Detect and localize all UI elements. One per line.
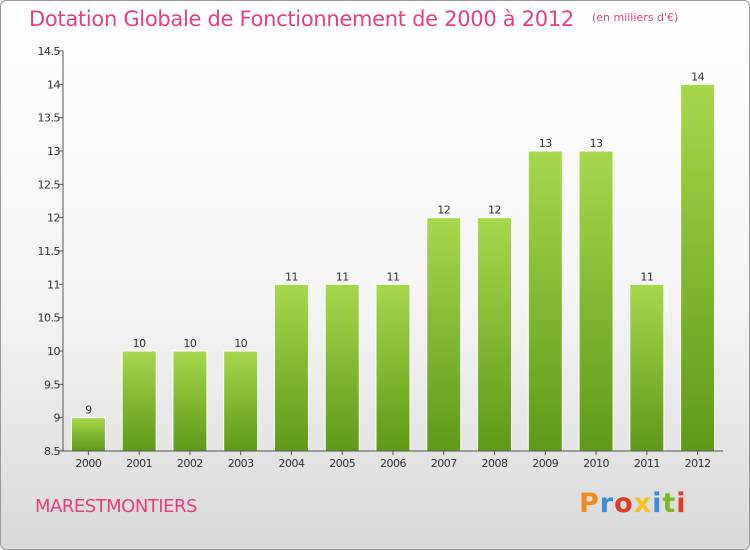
y-tick-label: 9 <box>54 412 61 425</box>
y-axis: 8.5 9 9.5 10 10.5 11 11.5 12 12.5 13 13.5 14 14.5 <box>38 45 64 458</box>
bar-2004 <box>273 283 309 452</box>
x-tick-label: 2003 <box>228 457 254 470</box>
x-tick-label: 2009 <box>532 457 558 470</box>
bar-value-label: 13 <box>590 137 603 150</box>
bar-value-label: 12 <box>437 204 450 217</box>
bar-value-label: 10 <box>183 337 196 350</box>
commune-name: MARESTMONTIERS <box>35 496 197 517</box>
bar-2002 <box>172 350 208 452</box>
bar-2011 <box>629 283 665 452</box>
logo-letter: x <box>633 488 653 519</box>
x-tick-label: 2002 <box>177 457 203 470</box>
y-tick-label: 11 <box>47 278 60 291</box>
logo-letter: i <box>652 488 663 519</box>
bar-value-label: 11 <box>640 270 653 283</box>
logo-letter: t <box>662 488 677 519</box>
bar-value-label: 12 <box>488 204 501 217</box>
y-tick-label: 10.5 <box>38 312 61 325</box>
x-tick-label: 2008 <box>482 457 508 470</box>
bar-value-label: 14 <box>691 70 704 83</box>
logo-letter: o <box>614 488 634 519</box>
x-tick-label: 2007 <box>431 457 457 470</box>
bar-2010 <box>578 150 614 452</box>
logo-letter: i <box>676 488 687 519</box>
x-tick-label: 2005 <box>329 457 355 470</box>
bar-2005 <box>324 283 360 452</box>
x-tick-label: 2011 <box>634 457 660 470</box>
bar-value-label: 11 <box>336 270 349 283</box>
logo-letter: P <box>579 488 600 519</box>
bar-2003 <box>223 350 259 452</box>
y-tick-label: 14 <box>47 78 60 91</box>
y-tick-label: 9.5 <box>44 378 60 391</box>
bar-value-label: 11 <box>285 270 298 283</box>
y-tick-label: 12.5 <box>38 178 61 191</box>
x-tick-label: 2000 <box>75 457 101 470</box>
bar-2000 <box>70 417 106 452</box>
x-tick-label: 2004 <box>278 457 304 470</box>
x-tick-label: 2010 <box>583 457 609 470</box>
bars: 9 10 10 10 11 11 11 12 12 13 13 11 14 <box>70 70 716 452</box>
bar-value-label: 11 <box>387 270 400 283</box>
x-tick-label: 2012 <box>685 457 711 470</box>
chart-title: Dotation Globale de Fonctionnement de 20… <box>29 7 678 31</box>
x-tick-label: 2006 <box>380 457 406 470</box>
y-tick-label: 12 <box>47 212 60 225</box>
bar-2008 <box>477 217 513 452</box>
bar-2006 <box>375 283 411 452</box>
chart-unit: (en milliers d'€) <box>591 11 679 24</box>
bar-2007 <box>426 217 462 452</box>
y-tick-label: 14.5 <box>38 45 61 58</box>
bar-2001 <box>121 350 157 452</box>
x-tick-label: 2001 <box>126 457 152 470</box>
y-tick-label: 11.5 <box>38 245 61 258</box>
bar-value-label: 10 <box>133 337 146 350</box>
y-tick-label: 10 <box>47 345 60 358</box>
bar-value-label: 10 <box>234 337 247 350</box>
x-axis: 2000 2001 2002 2003 2004 2005 2006 2007 2008 2009… <box>63 450 723 470</box>
bar-2009 <box>527 150 563 452</box>
bar-value-label: 13 <box>539 137 552 150</box>
proxiti-logo: Proxiti <box>579 488 687 519</box>
y-tick-label: 13 <box>47 145 60 158</box>
bar-2012 <box>680 83 716 452</box>
y-tick-label: 13.5 <box>38 112 61 125</box>
chart-title-text: Dotation Globale de Fonctionnement de 20… <box>29 7 574 31</box>
bar-value-label: 9 <box>85 404 92 417</box>
y-tick-label: 8.5 <box>44 445 60 458</box>
logo-letter: r <box>599 488 615 519</box>
